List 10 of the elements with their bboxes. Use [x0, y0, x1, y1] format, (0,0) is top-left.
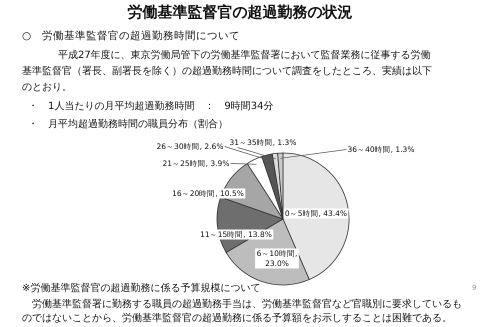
text: のではないことから、労働基準監督官の超過勤務に係る予算額をお示しすることは困難である。 — [22, 312, 452, 324]
text: ・ 1人当たりの月平均超過勤務時間 ： 9時間34分 — [28, 100, 274, 112]
chart-subtitle: ○ 労働基準監督官の超過勤務時間について — [22, 29, 240, 42]
text: 労働基準監督署に勤務する職員の超過勤務手当は、労働基準監督官など官職別に要求しているも — [32, 298, 462, 310]
chart-title: 労働基準監督官の超過勤務の状況 — [128, 3, 352, 21]
text: のとおり。 — [22, 82, 72, 93]
text: ※労働基準監督官の超過勤務に係る予算規模について — [22, 282, 260, 294]
text: 基準監督官（署長、副署長を除く）の超過勤務時間について調査をしたところ、実績は以下 — [22, 65, 432, 77]
text: ・ 月平均超過勤務時間の職員分布（割合） — [28, 118, 228, 130]
text: 平成27年度に、東京労働局管下の労働基準監督署において監督業務に従事する労働 — [58, 49, 431, 61]
